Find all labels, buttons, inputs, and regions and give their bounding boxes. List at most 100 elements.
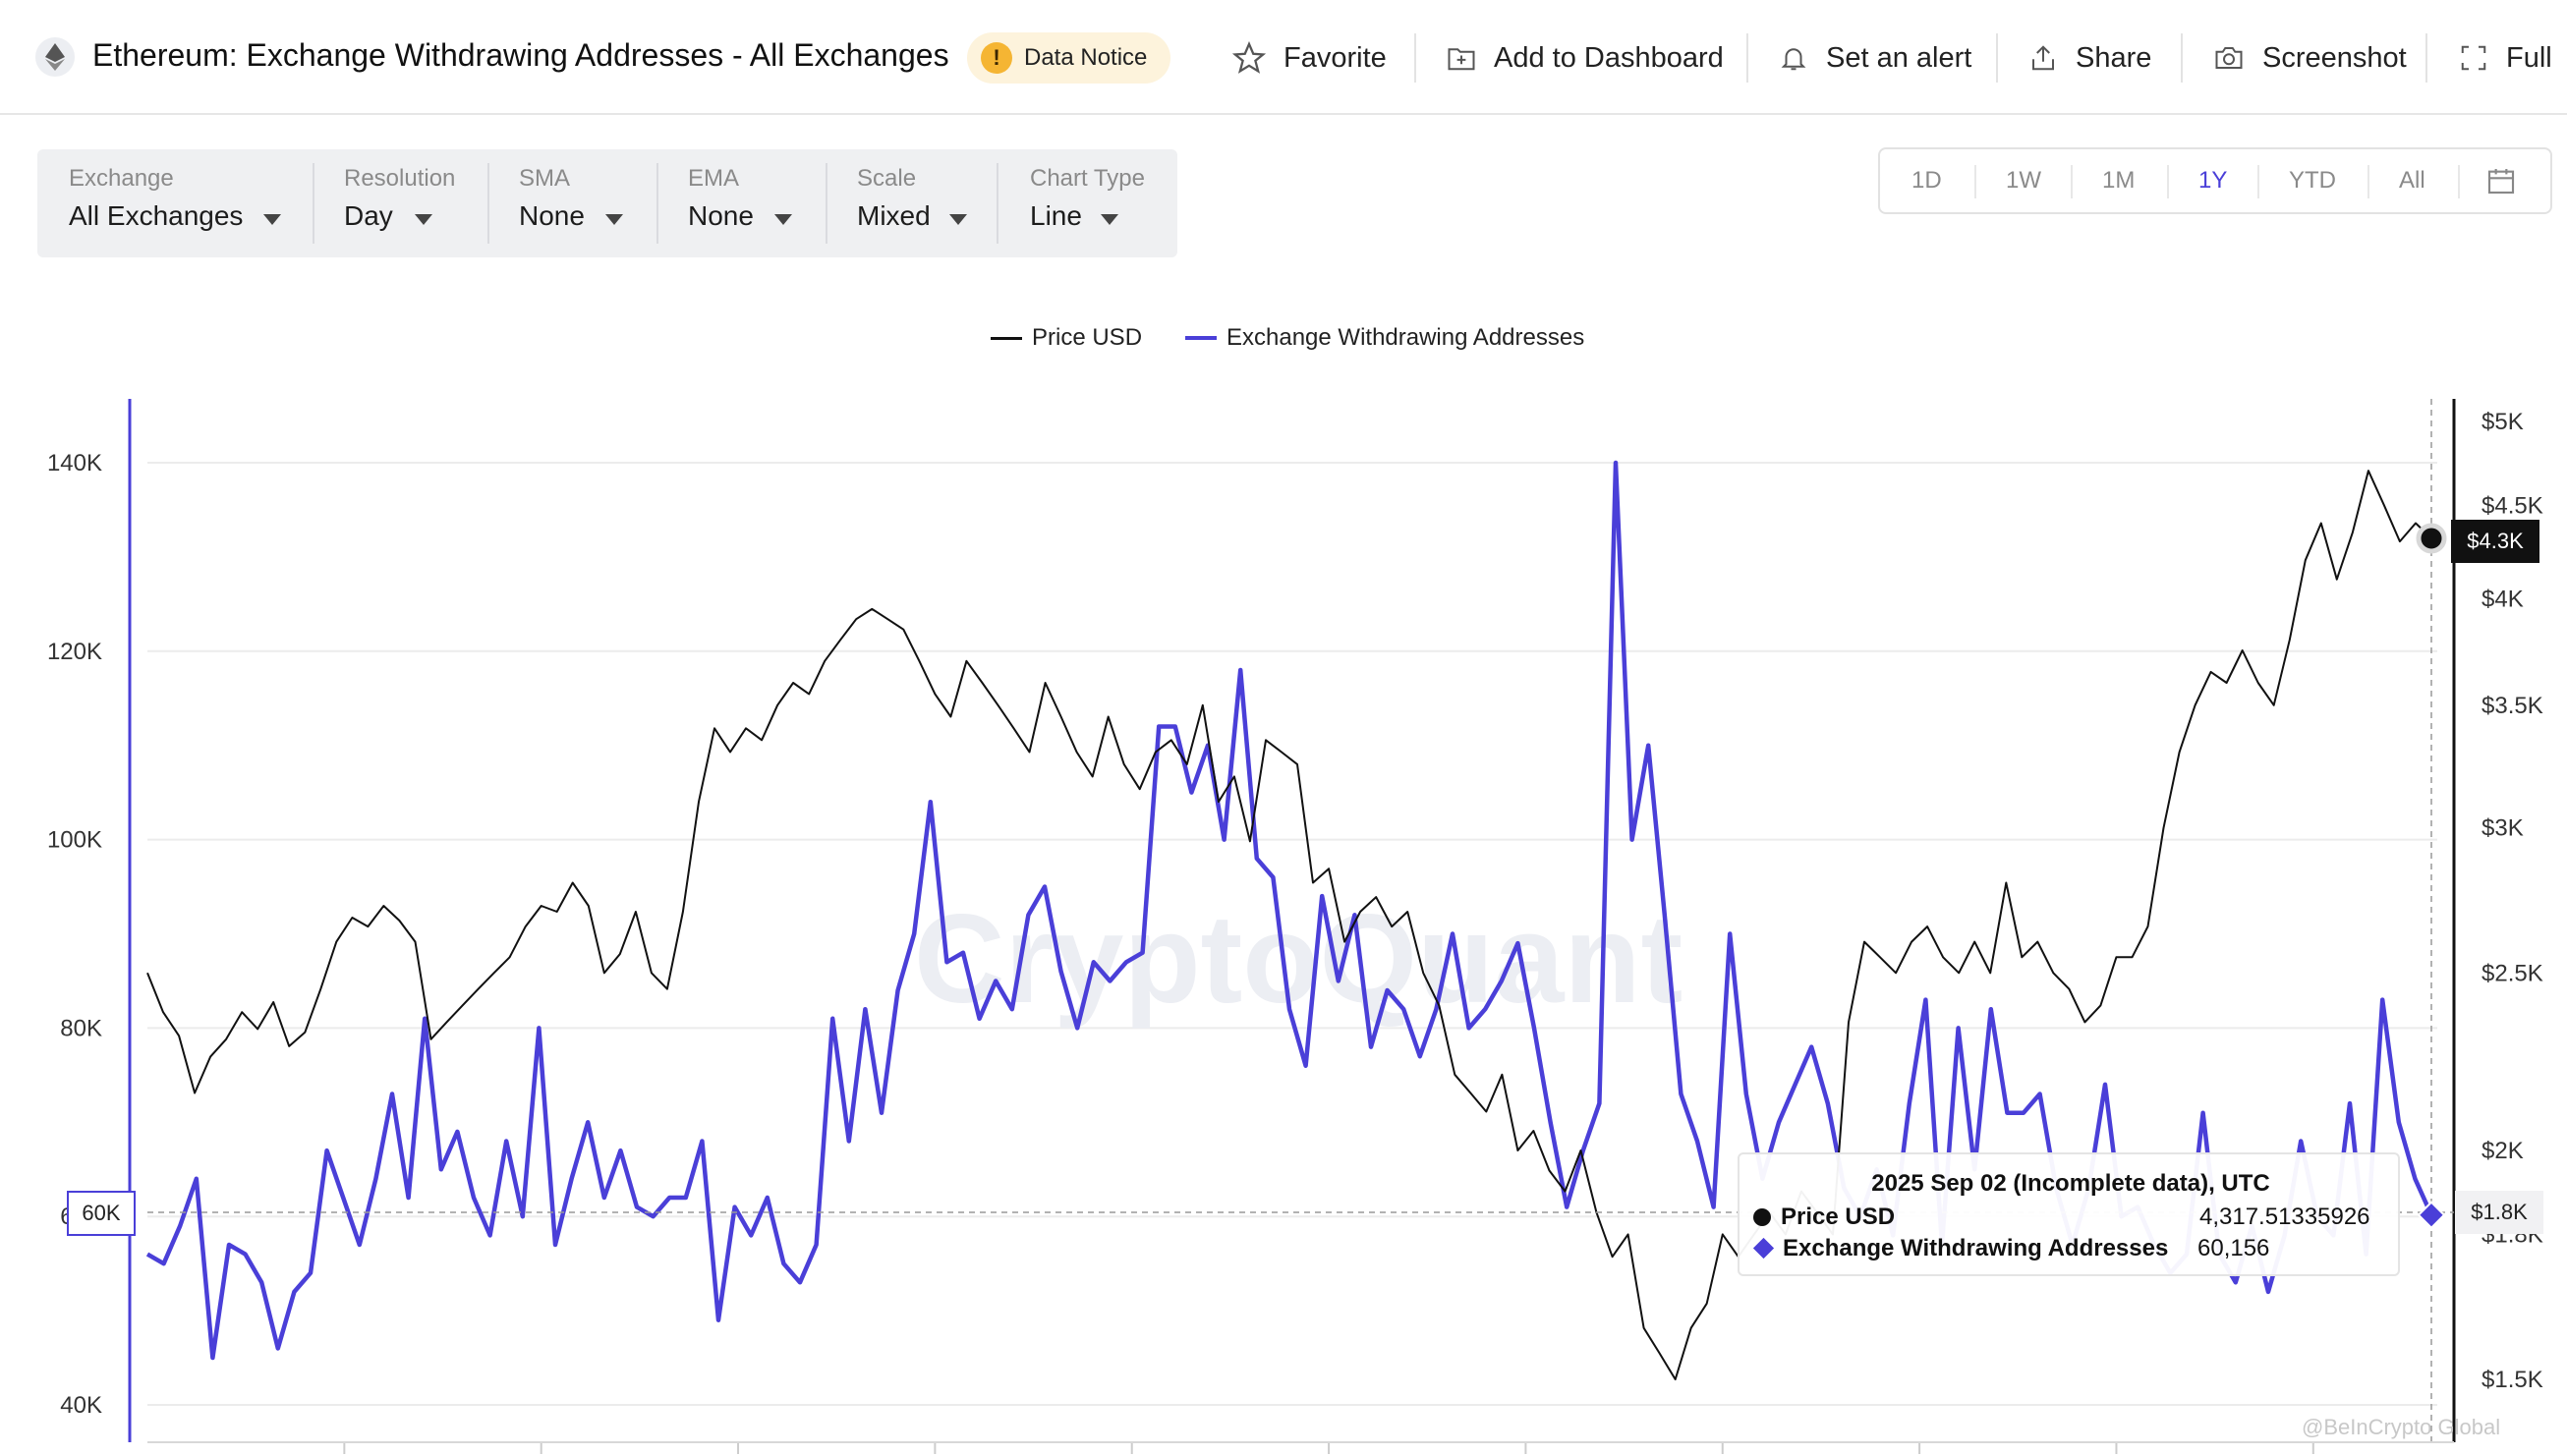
legend-item-addresses[interactable]: Exchange Withdrawing Addresses bbox=[1185, 324, 1584, 352]
left-axis: 40K60K80K100K120K140K bbox=[47, 450, 102, 1419]
scale-value: Mixed bbox=[857, 200, 931, 231]
tooltip-price-key: Price USD bbox=[1753, 1204, 1895, 1231]
range-ytd-button[interactable]: YTD bbox=[2289, 167, 2336, 194]
data-notice-label: Data Notice bbox=[1024, 44, 1148, 71]
add-to-dashboard-label: Add to Dashboard bbox=[1494, 41, 1724, 74]
hover-markers bbox=[2416, 523, 2447, 1230]
ema-label: EMA bbox=[688, 165, 740, 192]
tooltip-date: 2025 Sep 02 (Incomplete data), UTC bbox=[1871, 1170, 2270, 1197]
divider bbox=[487, 163, 489, 244]
star-icon bbox=[1232, 41, 1266, 74]
divider bbox=[826, 163, 827, 244]
share-icon bbox=[2032, 45, 2054, 71]
chevron-down-icon bbox=[774, 214, 792, 225]
right-tick-label: $2K bbox=[2481, 1138, 2524, 1164]
range-1m-button[interactable]: 1M bbox=[2102, 167, 2136, 194]
tooltip-addr-label: Exchange Withdrawing Addresses bbox=[1783, 1235, 2169, 1261]
resolution-value: Day bbox=[344, 200, 393, 231]
legend-swatch bbox=[1185, 336, 1217, 340]
watermark-logo: CryptoQuant bbox=[914, 889, 1683, 1030]
divider bbox=[2181, 33, 2183, 83]
fullscreen-label: Full bbox=[2506, 41, 2552, 74]
exchange-select[interactable]: Exchange All Exchanges bbox=[37, 149, 313, 257]
left-tick-label: 40K bbox=[60, 1392, 102, 1419]
bell-icon bbox=[1781, 48, 1806, 71]
favorite-button[interactable]: Favorite bbox=[1232, 35, 1387, 81]
fullscreen-button[interactable]: Full bbox=[2459, 35, 2552, 81]
scale-label: Scale bbox=[857, 165, 917, 192]
add-to-dashboard-button[interactable]: Add to Dashboard bbox=[1447, 35, 1724, 81]
divider bbox=[1974, 165, 1976, 198]
chart-controls: Exchange All Exchanges Resolution Day SM… bbox=[37, 149, 1177, 257]
chevron-down-icon bbox=[949, 214, 967, 225]
right-tick-label: $1.5K bbox=[2481, 1367, 2543, 1393]
chart-type-select[interactable]: Chart Type Line bbox=[998, 149, 1177, 257]
header-bar: Ethereum: Exchange Withdrawing Addresses… bbox=[0, 0, 2567, 115]
series-line-price-usd bbox=[146, 470, 2432, 1380]
left-tick-label: 100K bbox=[47, 827, 102, 854]
divider bbox=[2367, 165, 2369, 198]
exchange-label: Exchange bbox=[69, 165, 174, 192]
left-tick-label: 80K bbox=[60, 1015, 102, 1041]
legend-label: Price USD bbox=[1032, 324, 1143, 351]
screenshot-button[interactable]: Screenshot bbox=[2213, 35, 2407, 81]
tooltip-price-label: Price USD bbox=[1781, 1204, 1896, 1230]
divider bbox=[2425, 33, 2427, 83]
divider bbox=[2458, 165, 2460, 198]
price-hover-marker bbox=[2416, 523, 2447, 554]
right-tick-label: $3K bbox=[2481, 815, 2524, 842]
left-tick-label: 120K bbox=[47, 639, 102, 665]
page-title: Ethereum: Exchange Withdrawing Addresses… bbox=[92, 37, 949, 73]
right-tick-label: $4K bbox=[2481, 587, 2524, 613]
chevron-down-icon bbox=[1101, 214, 1118, 225]
data-notice-button[interactable]: ! Data Notice bbox=[967, 32, 1171, 84]
chart-type-label: Chart Type bbox=[1030, 165, 1145, 192]
fullscreen-icon bbox=[2461, 45, 2486, 71]
addresses-value-flag: 60K bbox=[67, 1191, 136, 1236]
favorite-label: Favorite bbox=[1284, 41, 1387, 74]
resolution-label: Resolution bbox=[344, 165, 456, 192]
sma-value: None bbox=[519, 200, 585, 231]
share-label: Share bbox=[2076, 41, 2152, 74]
price-value-flag: $4.3K bbox=[2451, 520, 2539, 563]
chevron-down-icon bbox=[263, 214, 281, 225]
tooltip-addr-value: 60,156 bbox=[2197, 1235, 2270, 1261]
time-range-selector: 1D 1W 1M 1Y YTD All bbox=[1878, 147, 2552, 214]
divider bbox=[2071, 165, 2073, 198]
scale-select[interactable]: Scale Mixed bbox=[827, 149, 1000, 257]
chevron-down-icon bbox=[605, 214, 623, 225]
divider bbox=[2257, 165, 2259, 198]
chart-type-value: Line bbox=[1030, 200, 1082, 231]
source-watermark: @BeInCrypto Global bbox=[2302, 1415, 2501, 1439]
exchange-value: All Exchanges bbox=[69, 200, 244, 231]
calendar-icon[interactable] bbox=[2485, 165, 2517, 201]
divider bbox=[313, 163, 314, 244]
circle-marker-icon bbox=[1753, 1208, 1771, 1226]
tooltip-addr-key: Exchange Withdrawing Addresses bbox=[1752, 1235, 2169, 1262]
ema-select[interactable]: EMA None bbox=[658, 149, 826, 257]
range-1w-button[interactable]: 1W bbox=[2006, 167, 2041, 194]
legend-item-price[interactable]: Price USD bbox=[991, 324, 1142, 352]
chart-tooltip: 2025 Sep 02 (Incomplete data), UTC Price… bbox=[1738, 1152, 2400, 1276]
range-1d-button[interactable]: 1D bbox=[1911, 167, 1942, 194]
screenshot-label: Screenshot bbox=[2262, 41, 2407, 74]
right-tick-label: $5K bbox=[2481, 409, 2524, 435]
right-tick-label: $2.5K bbox=[2481, 960, 2543, 986]
range-1y-button[interactable]: 1Y bbox=[2198, 167, 2228, 194]
divider bbox=[1746, 33, 1748, 83]
chevron-down-icon bbox=[415, 214, 432, 225]
sma-select[interactable]: SMA None bbox=[489, 149, 656, 257]
crosshair-price-flag: $1.8K bbox=[2455, 1191, 2543, 1234]
divider bbox=[1414, 33, 1416, 83]
divider bbox=[997, 163, 998, 244]
ethereum-icon bbox=[35, 37, 75, 77]
ema-value: None bbox=[688, 200, 754, 231]
set-alert-button[interactable]: Set an alert bbox=[1779, 35, 1971, 81]
addresses-hover-marker bbox=[2417, 1201, 2446, 1230]
chart-area[interactable]: 40K 60K 80K 100K 120K 140K $1.5K $1.8K $2K $2.5K… bbox=[0, 393, 2567, 1456]
range-all-button[interactable]: All bbox=[2399, 167, 2425, 194]
set-alert-label: Set an alert bbox=[1826, 41, 1972, 74]
resolution-select[interactable]: Resolution Day bbox=[314, 149, 487, 257]
share-button[interactable]: Share bbox=[2028, 35, 2151, 81]
diamond-marker-icon bbox=[1752, 1237, 1775, 1260]
